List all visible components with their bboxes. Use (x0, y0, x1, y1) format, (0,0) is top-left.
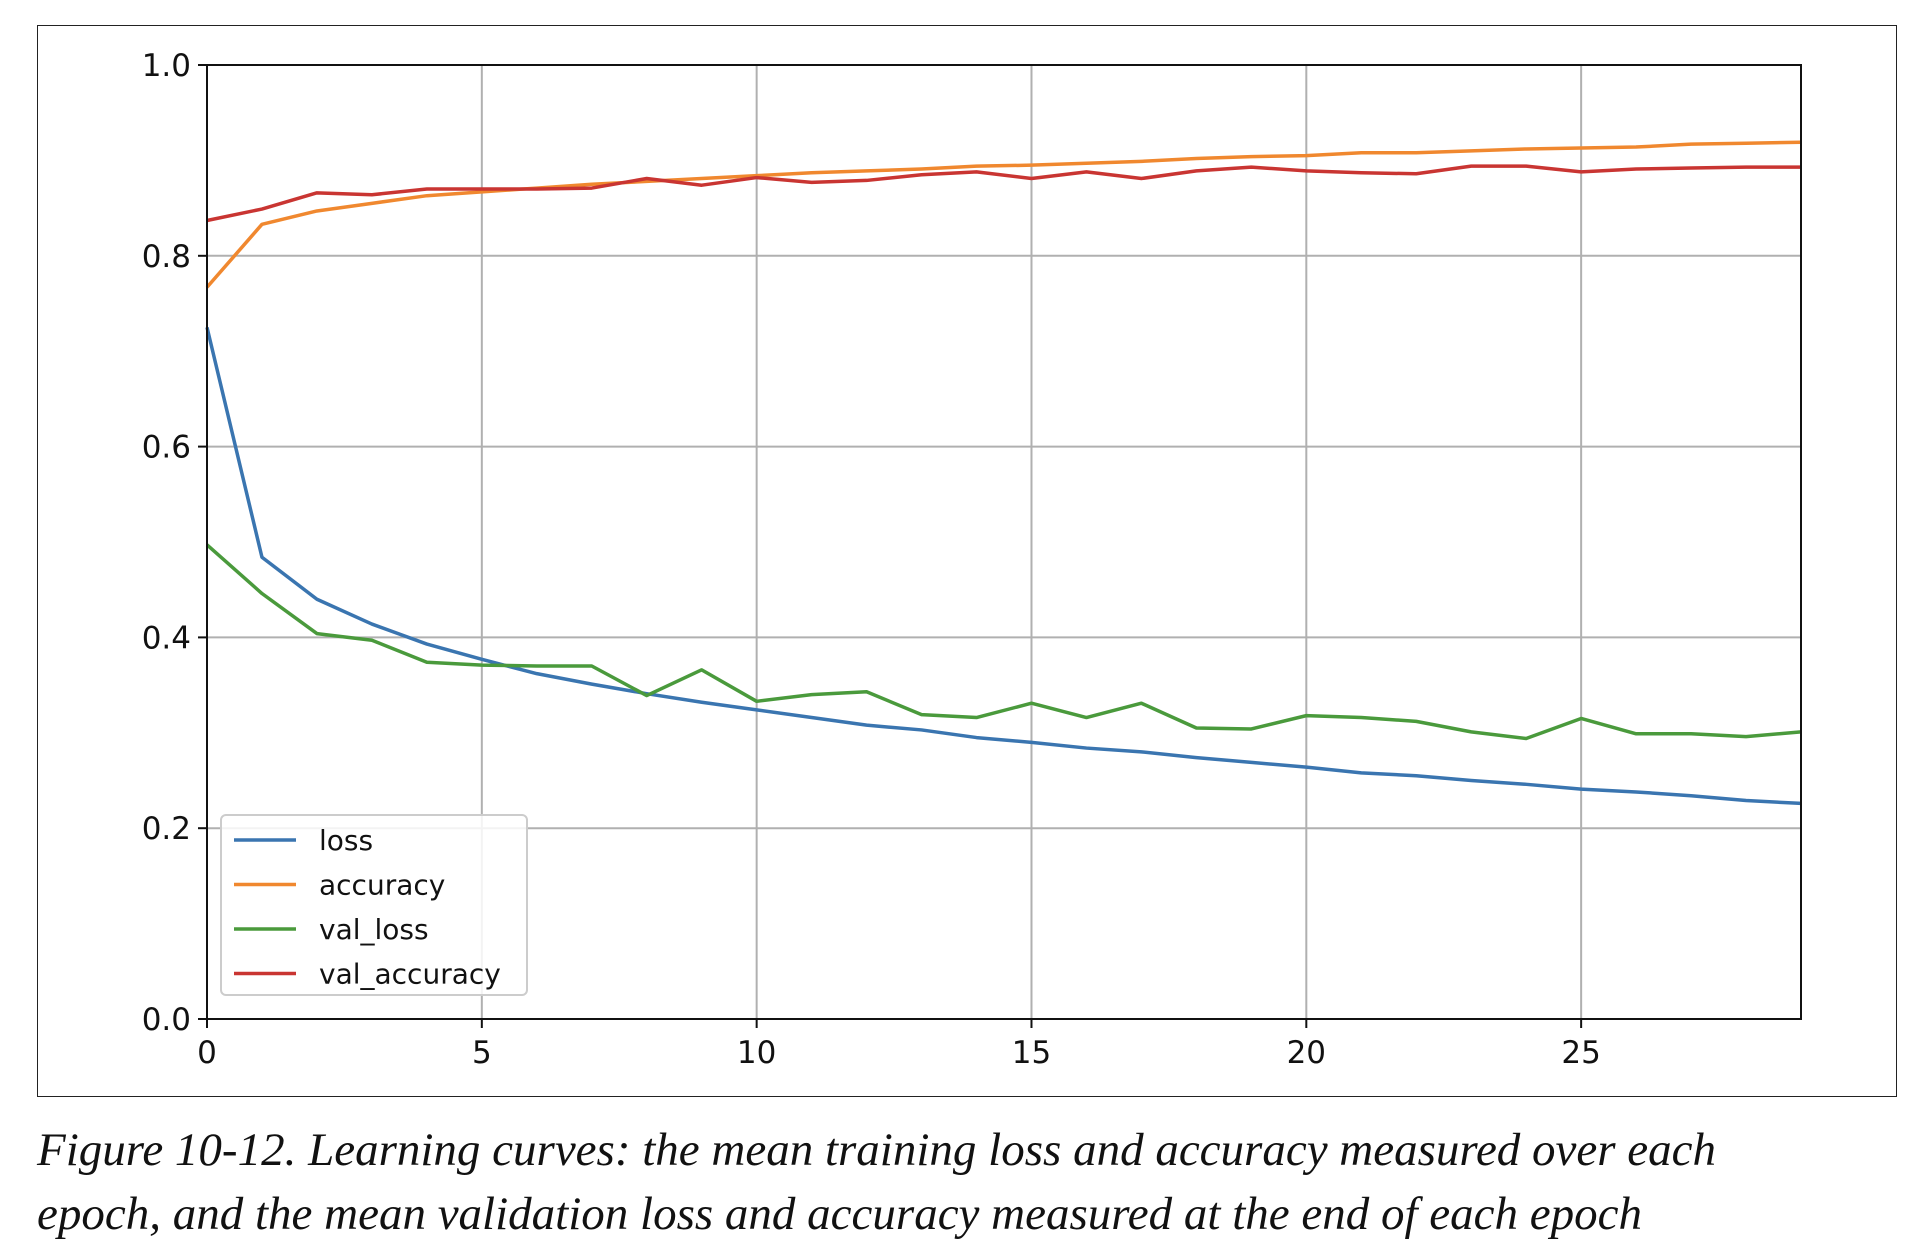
x-tick-label: 25 (1561, 1035, 1600, 1071)
legend-label: val_loss (319, 913, 429, 946)
series-line-loss (205, 326, 1802, 806)
x-tick-label: 5 (472, 1035, 492, 1071)
figure-frame (37, 25, 1897, 1097)
series-line-val-accuracy (206, 164, 1801, 223)
y-tick-label: 0.2 (142, 811, 191, 847)
legend-label: val_accuracy (319, 958, 501, 991)
legend-box (220, 814, 528, 996)
x-tick-label: 10 (737, 1035, 776, 1071)
x-tick-label: 0 (197, 1035, 217, 1071)
x-tick-label: 15 (1012, 1035, 1051, 1071)
y-tick-label: 1.0 (142, 48, 191, 84)
legend: loss accuracy val_loss val_accuracy (220, 814, 528, 996)
y-tick-label: 0.4 (142, 620, 191, 656)
series-lines (205, 140, 1802, 806)
legend-label: loss (319, 824, 373, 857)
series-line-val-loss (205, 543, 1802, 741)
plot-area-border (206, 64, 1802, 1020)
caption-line-2: epoch, and the mean validation loss and … (37, 1188, 1642, 1240)
series-line-accuracy (205, 140, 1802, 289)
tick-labels: 0 5 10 15 20 25 0.0 0.2 0.4 0.6 0.8 1.0 (142, 48, 1601, 1071)
y-tick-label: 0.6 (142, 430, 191, 466)
legend-label: accuracy (319, 869, 445, 902)
x-tick-label: 20 (1287, 1035, 1326, 1071)
caption-line-1: Figure 10-12. Learning curves: the mean … (37, 1124, 1717, 1176)
figure-caption: Figure 10-12. Learning curves: the mean … (37, 1118, 1917, 1246)
y-tick-label: 0.8 (142, 239, 191, 275)
y-tick-label: 0.0 (142, 1002, 191, 1038)
